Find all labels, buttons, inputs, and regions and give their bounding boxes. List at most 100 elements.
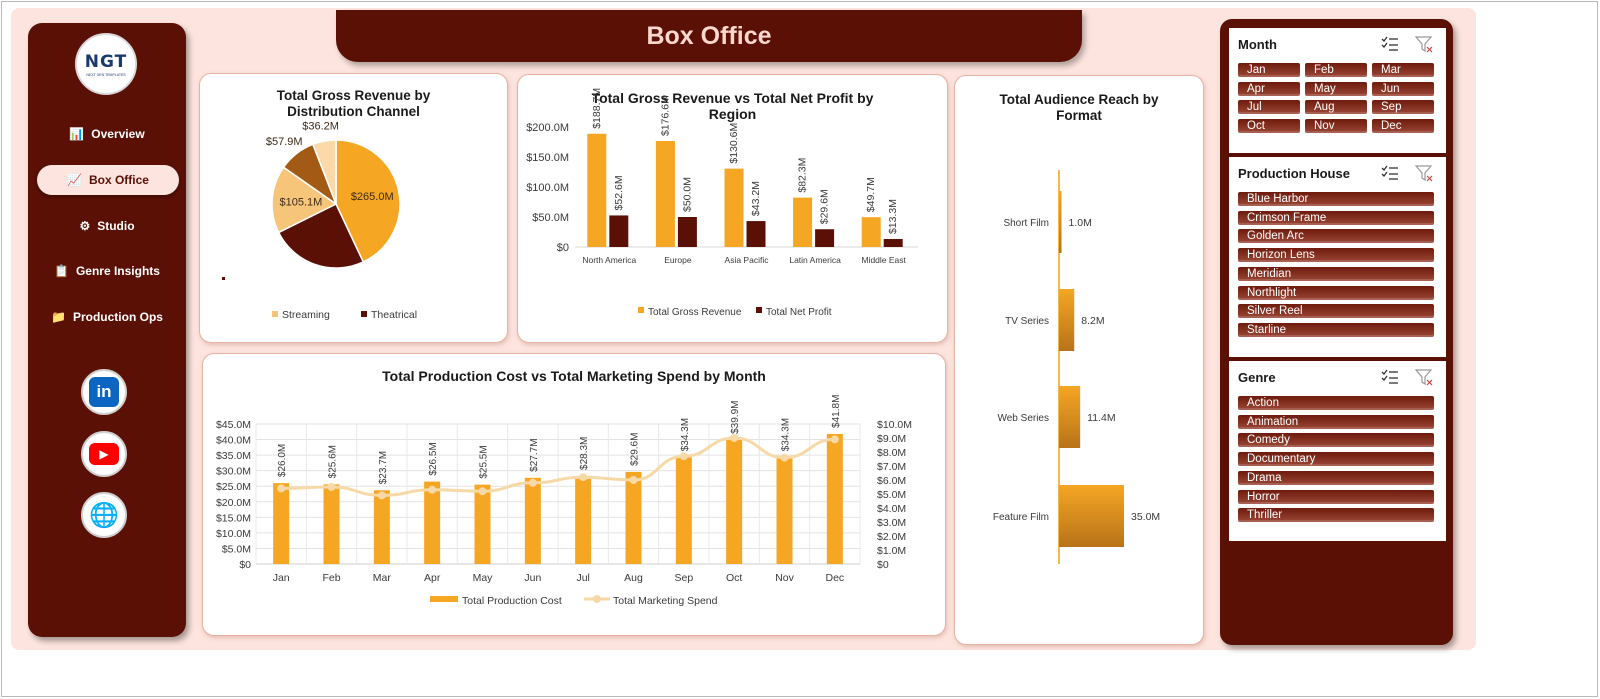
y-tick-label-left: $45.0M [216, 419, 251, 431]
slicer-item[interactable]: Meridian [1238, 266, 1434, 281]
chart-title: Total Audience Reach by Format [999, 92, 1159, 123]
globe-button[interactable]: 🌐 [81, 492, 127, 538]
slicer-item[interactable]: Silver Reel [1238, 304, 1434, 319]
marketing-spend-point [277, 484, 286, 493]
bar-data-label: $34.3M [680, 418, 691, 451]
nav-item-overview[interactable]: 📊 Overview [28, 119, 186, 149]
y-tick-label-right: $10.0M [877, 419, 912, 431]
slicer-item[interactable]: Animation [1238, 414, 1434, 429]
legend-label: Streaming [282, 309, 330, 321]
y-tick-label-right: $4.0M [877, 503, 906, 515]
pie-data-label: $265.0M [351, 191, 394, 203]
slicer-item[interactable]: Comedy [1238, 433, 1434, 448]
slicer-toolbar [1380, 367, 1434, 392]
slicer-item[interactable]: Action [1238, 396, 1434, 410]
slicer-item[interactable]: Dec [1372, 118, 1434, 133]
production-cost-bar [826, 433, 843, 564]
y-tick-label-right: $3.0M [877, 517, 906, 529]
bar-data-label: $188.7M [591, 88, 603, 129]
bar-data-label: 35.0M [1131, 511, 1160, 523]
slicer-item[interactable]: Northlight [1238, 285, 1434, 300]
marketing-spend-point [478, 487, 487, 496]
bar-data-label: $28.3M [579, 437, 590, 470]
bar-data-label: $27.7M [529, 438, 540, 471]
audience-bar [1059, 485, 1124, 547]
net-profit-bar [746, 221, 766, 247]
bar-data-label: $49.7M [865, 177, 877, 212]
slicer-item[interactable]: Drama [1238, 470, 1434, 485]
slicer-title: Genre [1238, 370, 1276, 385]
y-tick-label: Feature Film [993, 512, 1049, 523]
slicer-item[interactable]: May [1305, 81, 1367, 96]
title-bar: Box Office [336, 10, 1082, 62]
slicer-item[interactable]: Nov [1305, 118, 1367, 133]
y-tick-label: $200.0M [526, 122, 569, 134]
marketing-spend-point [377, 491, 386, 500]
slicer-item[interactable]: Oct [1238, 118, 1300, 133]
pie-slice [335, 139, 401, 263]
y-tick-label-right: $7.0M [877, 461, 906, 473]
slicer-item[interactable]: Crimson Frame [1238, 210, 1434, 225]
nav-label: Overview [91, 127, 145, 141]
audience-bar [1059, 289, 1075, 351]
bar-data-label: $26.5M [428, 442, 439, 475]
slicer-item[interactable]: Apr [1238, 81, 1300, 96]
month-slicer: Month Jan Feb Mar Apr May Jun Jul Aug Sep Oct Nov De… [1229, 28, 1446, 153]
slicer-item[interactable]: Jan [1238, 63, 1300, 77]
y-tick-label-left: $35.0M [216, 450, 251, 462]
clear-filter-icon[interactable] [1414, 367, 1434, 392]
y-tick-label-left: $30.0M [216, 466, 251, 478]
gross-revenue-bar [724, 168, 744, 247]
nav-item-studio[interactable]: ⚙ Studio [28, 211, 186, 241]
slicer-item[interactable]: Feb [1305, 63, 1367, 77]
nav-item-production-ops[interactable]: 📁 Production Ops [28, 302, 186, 332]
marketing-spend-point [830, 435, 839, 444]
chart-title: Total Gross Revenue by Distribution Chan… [276, 88, 431, 119]
multi-select-icon[interactable] [1380, 367, 1400, 392]
slicer-item[interactable]: Aug [1305, 100, 1367, 114]
slicer-item[interactable]: Sep [1372, 100, 1434, 114]
slicer-item[interactable]: Thriller [1238, 508, 1434, 523]
x-tick-label: Sep [674, 572, 693, 584]
x-tick-label: Mar [373, 572, 392, 584]
region-bar-chart: $0 $50.0M $100.0M $150.0M $200.0M $188.7M $52.… [526, 88, 918, 318]
x-tick-label: Nov [775, 572, 794, 584]
y-tick-label: Web Series [997, 413, 1049, 424]
production-cost-bar [424, 481, 441, 564]
slicer-title: Production House [1238, 166, 1350, 181]
y-tick-label-left: $40.0M [216, 435, 251, 447]
audience-bar [1059, 386, 1081, 448]
slicer-item[interactable]: Horror [1238, 489, 1434, 504]
audience-reach-by-format-card: Total Audience Reach by Format Short Fil… [954, 75, 1204, 645]
slicer-item[interactable]: Documentary [1238, 452, 1434, 467]
nav-item-box-office[interactable]: 📈 Box Office [37, 165, 179, 195]
clear-filter-icon[interactable] [1414, 34, 1434, 59]
pie-slice [311, 139, 337, 205]
page-title: Box Office [646, 22, 772, 50]
x-tick-label: Dec [825, 572, 844, 584]
nav-label: Production Ops [72, 310, 163, 324]
monthly-combo-chart: $0 $5.0M $10.0M $15.0M $20.0M $25.0M $30.0M $35… [216, 395, 912, 607]
slicer-item[interactable]: Jul [1238, 100, 1300, 114]
x-tick-label: North America [582, 255, 636, 265]
nav-item-genre-insights[interactable]: 📋 Genre Insights [28, 256, 186, 286]
slicer-item[interactable]: Blue Harbor [1238, 192, 1434, 206]
clear-filter-icon[interactable] [1414, 163, 1434, 188]
legend-label: Total Gross Revenue [648, 307, 742, 318]
linkedin-button[interactable]: in [81, 369, 127, 415]
x-tick-label: Aug [624, 572, 643, 584]
x-tick-label: Feb [322, 572, 340, 584]
slicer-item[interactable]: Horizon Lens [1238, 248, 1434, 263]
slicer-item[interactable]: Jun [1372, 81, 1434, 96]
bar-data-label: $13.3M [887, 199, 899, 234]
x-tick-label: Apr [424, 572, 441, 584]
youtube-button[interactable]: ▶ [81, 431, 127, 477]
x-tick-label: Europe [664, 255, 692, 265]
production-cost-bar [675, 457, 692, 564]
multi-select-icon[interactable] [1380, 34, 1400, 59]
slicer-item[interactable]: Mar [1372, 63, 1434, 77]
gross-revenue-by-channel-card: Total Gross Revenue by Distribution Chan… [199, 73, 508, 343]
slicer-item[interactable]: Starline [1238, 322, 1434, 337]
multi-select-icon[interactable] [1380, 163, 1400, 188]
slicer-item[interactable]: Golden Arc [1238, 229, 1434, 244]
